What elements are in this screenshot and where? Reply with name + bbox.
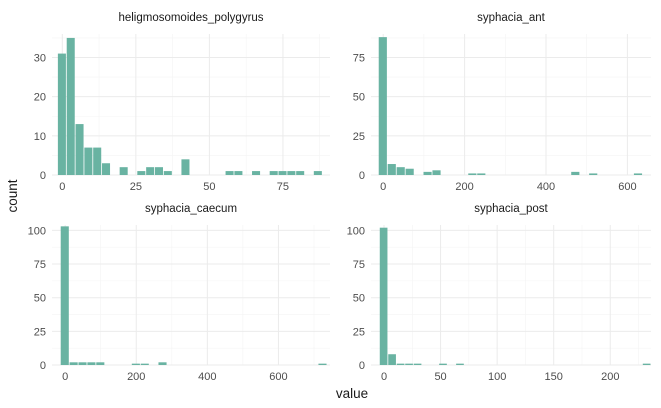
x-tick-label: 200 (455, 181, 473, 193)
y-tick-label: 25 (353, 131, 365, 143)
y-tick-label: 30 (34, 53, 46, 65)
histogram-bar (413, 363, 422, 365)
histogram-bar (439, 363, 447, 365)
histogram-bar (252, 171, 261, 175)
facet-title: syphacia_ant (477, 12, 546, 24)
histogram-bar (477, 173, 486, 175)
y-tick-label: 100 (347, 225, 365, 237)
histogram-bar (93, 147, 102, 175)
panel-syphacia-post: 0 25 50 75 100 0 50 100 150 200 syphacia_post (347, 203, 651, 383)
x-tick-label: 400 (198, 371, 216, 383)
histogram-bar (278, 171, 287, 175)
y-tick-label: 10 (34, 131, 46, 143)
y-tick-label: 75 (353, 53, 365, 65)
y-tick-label: 50 (353, 293, 365, 305)
histogram-bar (66, 37, 75, 175)
x-tick-label: 600 (269, 371, 287, 383)
histogram-bar (87, 362, 96, 365)
x-tick-label: 50 (203, 181, 215, 193)
histogram-bar (387, 164, 396, 175)
histogram-bar (225, 171, 234, 175)
histogram-bar (405, 363, 413, 365)
x-tick-label: 400 (537, 181, 555, 193)
y-tick-label: 75 (353, 259, 365, 271)
x-tick-label: 0 (380, 181, 386, 193)
x-tick-label: 200 (127, 371, 145, 383)
facet-title: heligmosomoides_polygyrus (118, 12, 263, 24)
panel-heligmosomoides: 0 10 20 30 0 25 50 75 heligmosomoides_polygyrus (34, 12, 330, 193)
histogram-bar (571, 171, 580, 175)
histogram-bar (57, 53, 66, 175)
histogram-bar (96, 362, 105, 365)
histogram-bar (140, 363, 149, 365)
histogram-bar (269, 171, 278, 175)
histogram-bar (432, 170, 441, 175)
panel-syphacia-ant: 0 25 50 75 0 200 400 600 syphacia_ant (353, 12, 651, 193)
histogram-bar (234, 171, 243, 175)
histogram-bar (119, 167, 128, 175)
histogram-bar (146, 167, 155, 175)
histogram-bar (378, 37, 387, 175)
y-tick-label: 25 (34, 326, 46, 338)
histogram-bar (287, 171, 296, 175)
x-tick-label: 75 (277, 181, 289, 193)
y-tick-label: 0 (40, 170, 46, 182)
x-tick-label: 25 (130, 181, 142, 193)
histogram-bar (589, 173, 598, 175)
y-tick-label: 100 (28, 225, 46, 237)
x-tick-label: 200 (601, 371, 619, 383)
histogram-bar (75, 124, 84, 175)
histogram-bar (396, 363, 405, 365)
histogram-bar (633, 173, 643, 175)
facet-title: syphacia_post (474, 203, 548, 215)
histogram-bar (423, 171, 432, 175)
x-tick-label: 0 (381, 371, 387, 383)
histogram-bar (468, 173, 477, 175)
y-tick-label: 75 (34, 259, 46, 271)
histogram-bar (318, 363, 327, 365)
y-tick-label: 20 (34, 92, 46, 104)
histogram-bar (396, 167, 405, 175)
histogram-bar (137, 171, 146, 175)
histogram-bar (181, 159, 190, 175)
y-tick-label: 0 (359, 170, 365, 182)
y-tick-label: 0 (40, 360, 46, 372)
x-tick-label: 50 (434, 371, 446, 383)
y-axis-title: count (5, 179, 20, 212)
histogram-bar (131, 363, 140, 365)
histogram-bar (60, 226, 69, 365)
histogram-bar (642, 363, 651, 365)
x-tick-label: 150 (545, 371, 563, 383)
histogram-bar (313, 171, 322, 175)
histogram-bar (154, 167, 163, 175)
x-tick-label: 0 (59, 181, 65, 193)
histogram-bar (102, 163, 111, 175)
histogram-bar (69, 362, 78, 365)
y-tick-label: 0 (359, 360, 365, 372)
y-tick-label: 25 (353, 326, 365, 338)
histogram-bar (379, 227, 388, 365)
y-tick-label: 50 (353, 92, 365, 104)
histogram-bar (388, 354, 396, 365)
histogram-bar (163, 171, 172, 175)
histogram-bar (296, 171, 305, 175)
y-tick-label: 50 (34, 293, 46, 305)
x-tick-label: 0 (62, 371, 68, 383)
histogram-bar (84, 147, 93, 175)
histogram-bar (158, 362, 167, 365)
facet-title: syphacia_caecum (145, 203, 237, 215)
x-tick-label: 100 (488, 371, 506, 383)
panel-syphacia-caecum: 0 25 50 75 100 0 200 400 600 syphacia_caecum (28, 203, 330, 383)
histogram-bar (456, 363, 464, 365)
histogram-bar (405, 168, 414, 175)
x-tick-label: 600 (618, 181, 636, 193)
histogram-bar (78, 362, 87, 365)
x-axis-title: value (336, 386, 368, 401)
